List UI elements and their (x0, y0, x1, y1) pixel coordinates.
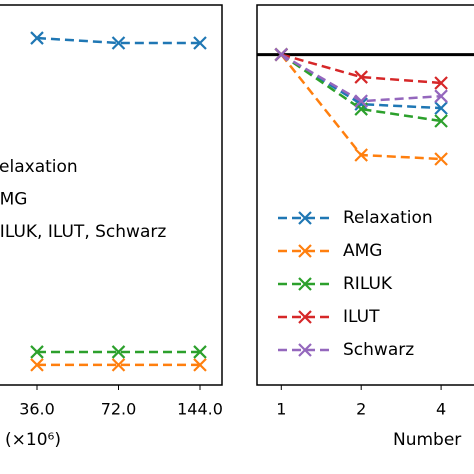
marker (111, 358, 126, 372)
legend-label: Schwarz (343, 340, 414, 360)
marker (30, 358, 44, 372)
x-tick-label: 72.0 (101, 400, 137, 419)
marker (434, 89, 448, 103)
legend-label: ILUT (343, 307, 380, 327)
marker (30, 31, 44, 45)
marker (354, 94, 368, 108)
legend-label: RILUK (343, 274, 393, 294)
legend-label: Relaxation (0, 157, 78, 177)
marker (111, 36, 126, 50)
series-line (280, 53, 442, 85)
series-line (280, 53, 442, 123)
legend-marker (298, 343, 312, 357)
x-tick-label: 4 (436, 400, 446, 419)
marker (193, 345, 207, 359)
x-axis-label: (×10⁶) (5, 430, 61, 450)
marker (434, 101, 448, 115)
legend-marker (298, 244, 312, 258)
legend-label: RILUK, ILUT, Schwarz (0, 222, 166, 242)
legend-marker (298, 211, 312, 225)
x-tick-label: 2 (356, 400, 366, 419)
legend-label: AMG (343, 241, 382, 261)
marker (193, 36, 207, 50)
marker (354, 148, 368, 162)
marker (274, 47, 289, 62)
x-tick-label: 144.0 (177, 400, 223, 419)
legend-marker (298, 310, 312, 324)
marker (434, 76, 448, 90)
marker (354, 70, 368, 84)
legend-label: AMG (0, 190, 27, 210)
legend-marker (298, 277, 312, 291)
x-tick-label: 1 (276, 400, 286, 419)
plot-frame (0, 4, 223, 386)
plot-frame (256, 4, 474, 386)
marker (30, 345, 44, 359)
marker (434, 152, 448, 166)
marker (434, 114, 448, 128)
marker (193, 358, 207, 372)
legend-label: Relaxation (343, 208, 433, 228)
x-axis-label: Number (393, 430, 461, 450)
marker (111, 345, 126, 359)
x-tick-label: 36.0 (19, 400, 55, 419)
